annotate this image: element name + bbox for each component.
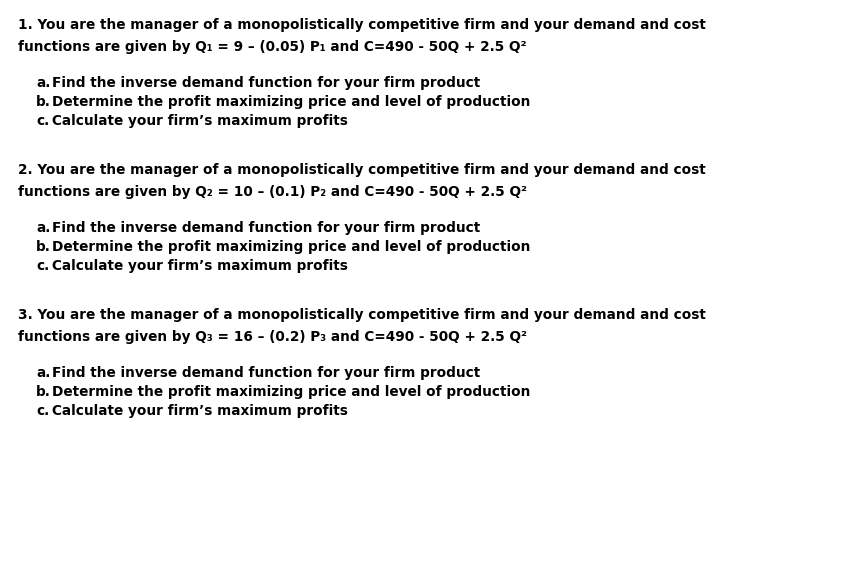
Text: Determine the profit maximizing price and level of production: Determine the profit maximizing price an…: [52, 385, 530, 399]
Text: 1. You are the manager of a monopolistically competitive firm and your demand an: 1. You are the manager of a monopolistic…: [18, 18, 705, 32]
Text: c.: c.: [36, 114, 49, 128]
Text: b.: b.: [36, 240, 51, 254]
Text: 3. You are the manager of a monopolistically competitive firm and your demand an: 3. You are the manager of a monopolistic…: [18, 308, 705, 322]
Text: c.: c.: [36, 404, 49, 418]
Text: a.: a.: [36, 366, 50, 380]
Text: Find the inverse demand function for your firm product: Find the inverse demand function for you…: [52, 221, 480, 235]
Text: functions are given by Q₂ = 10 – (0.1) P₂ and C=490 - 50Q + 2.5 Q²: functions are given by Q₂ = 10 – (0.1) P…: [18, 185, 526, 199]
Text: a.: a.: [36, 76, 50, 90]
Text: 2. You are the manager of a monopolistically competitive firm and your demand an: 2. You are the manager of a monopolistic…: [18, 163, 705, 177]
Text: Calculate your firm’s maximum profits: Calculate your firm’s maximum profits: [52, 404, 348, 418]
Text: a.: a.: [36, 221, 50, 235]
Text: Determine the profit maximizing price and level of production: Determine the profit maximizing price an…: [52, 95, 530, 109]
Text: c.: c.: [36, 259, 49, 273]
Text: Find the inverse demand function for your firm product: Find the inverse demand function for you…: [52, 366, 480, 380]
Text: functions are given by Q₁ = 9 – (0.05) P₁ and C=490 - 50Q + 2.5 Q²: functions are given by Q₁ = 9 – (0.05) P…: [18, 40, 526, 54]
Text: Determine the profit maximizing price and level of production: Determine the profit maximizing price an…: [52, 240, 530, 254]
Text: b.: b.: [36, 385, 51, 399]
Text: Find the inverse demand function for your firm product: Find the inverse demand function for you…: [52, 76, 480, 90]
Text: Calculate your firm’s maximum profits: Calculate your firm’s maximum profits: [52, 259, 348, 273]
Text: Calculate your firm’s maximum profits: Calculate your firm’s maximum profits: [52, 114, 348, 128]
Text: functions are given by Q₃ = 16 – (0.2) P₃ and C=490 - 50Q + 2.5 Q²: functions are given by Q₃ = 16 – (0.2) P…: [18, 330, 526, 344]
Text: b.: b.: [36, 95, 51, 109]
